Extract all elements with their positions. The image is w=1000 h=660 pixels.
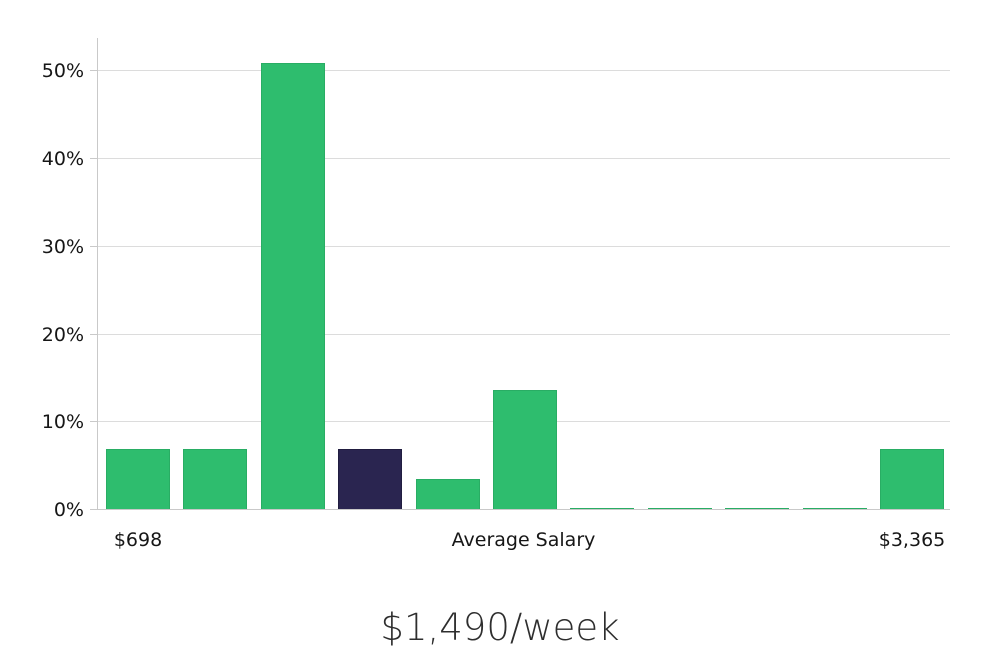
x-tick-label: $698 [113, 529, 163, 551]
salary-bar [415, 479, 480, 510]
y-tick-mark [90, 158, 97, 160]
y-tick-label-40%: 40% [41, 148, 84, 171]
y-tick-mark [90, 333, 97, 335]
y-tick-mark [90, 509, 97, 510]
highlighted-salary-bar [338, 448, 403, 510]
x-tick-label: $3,365 [878, 529, 946, 551]
salary-bar [183, 448, 248, 510]
salary-bar [106, 448, 170, 510]
gridline-30% [97, 245, 950, 247]
gridline-20% [97, 333, 950, 335]
y-tick-label-20%: 20% [41, 323, 84, 346]
y-tick-mark [90, 421, 97, 423]
average-weekly-salary-caption: $1,490/week [380, 606, 620, 649]
y-tick-mark [90, 245, 97, 247]
x-tick-label: Average Salary [451, 529, 596, 551]
salary-bar [260, 62, 325, 510]
gridline-50% [97, 70, 950, 72]
y-tick-label-10%: 10% [41, 411, 84, 434]
y-tick-label-0%: 0% [53, 499, 84, 521]
gridline-40% [97, 158, 950, 160]
salary-bar [880, 448, 944, 510]
y-tick-label-30%: 30% [41, 235, 84, 258]
y-axis-line [97, 38, 98, 510]
salary-bar [493, 389, 557, 510]
y-tick-label-50%: 50% [41, 60, 84, 83]
y-tick-mark [90, 70, 97, 72]
plot-area [90, 38, 950, 510]
x-axis-baseline [97, 509, 950, 510]
